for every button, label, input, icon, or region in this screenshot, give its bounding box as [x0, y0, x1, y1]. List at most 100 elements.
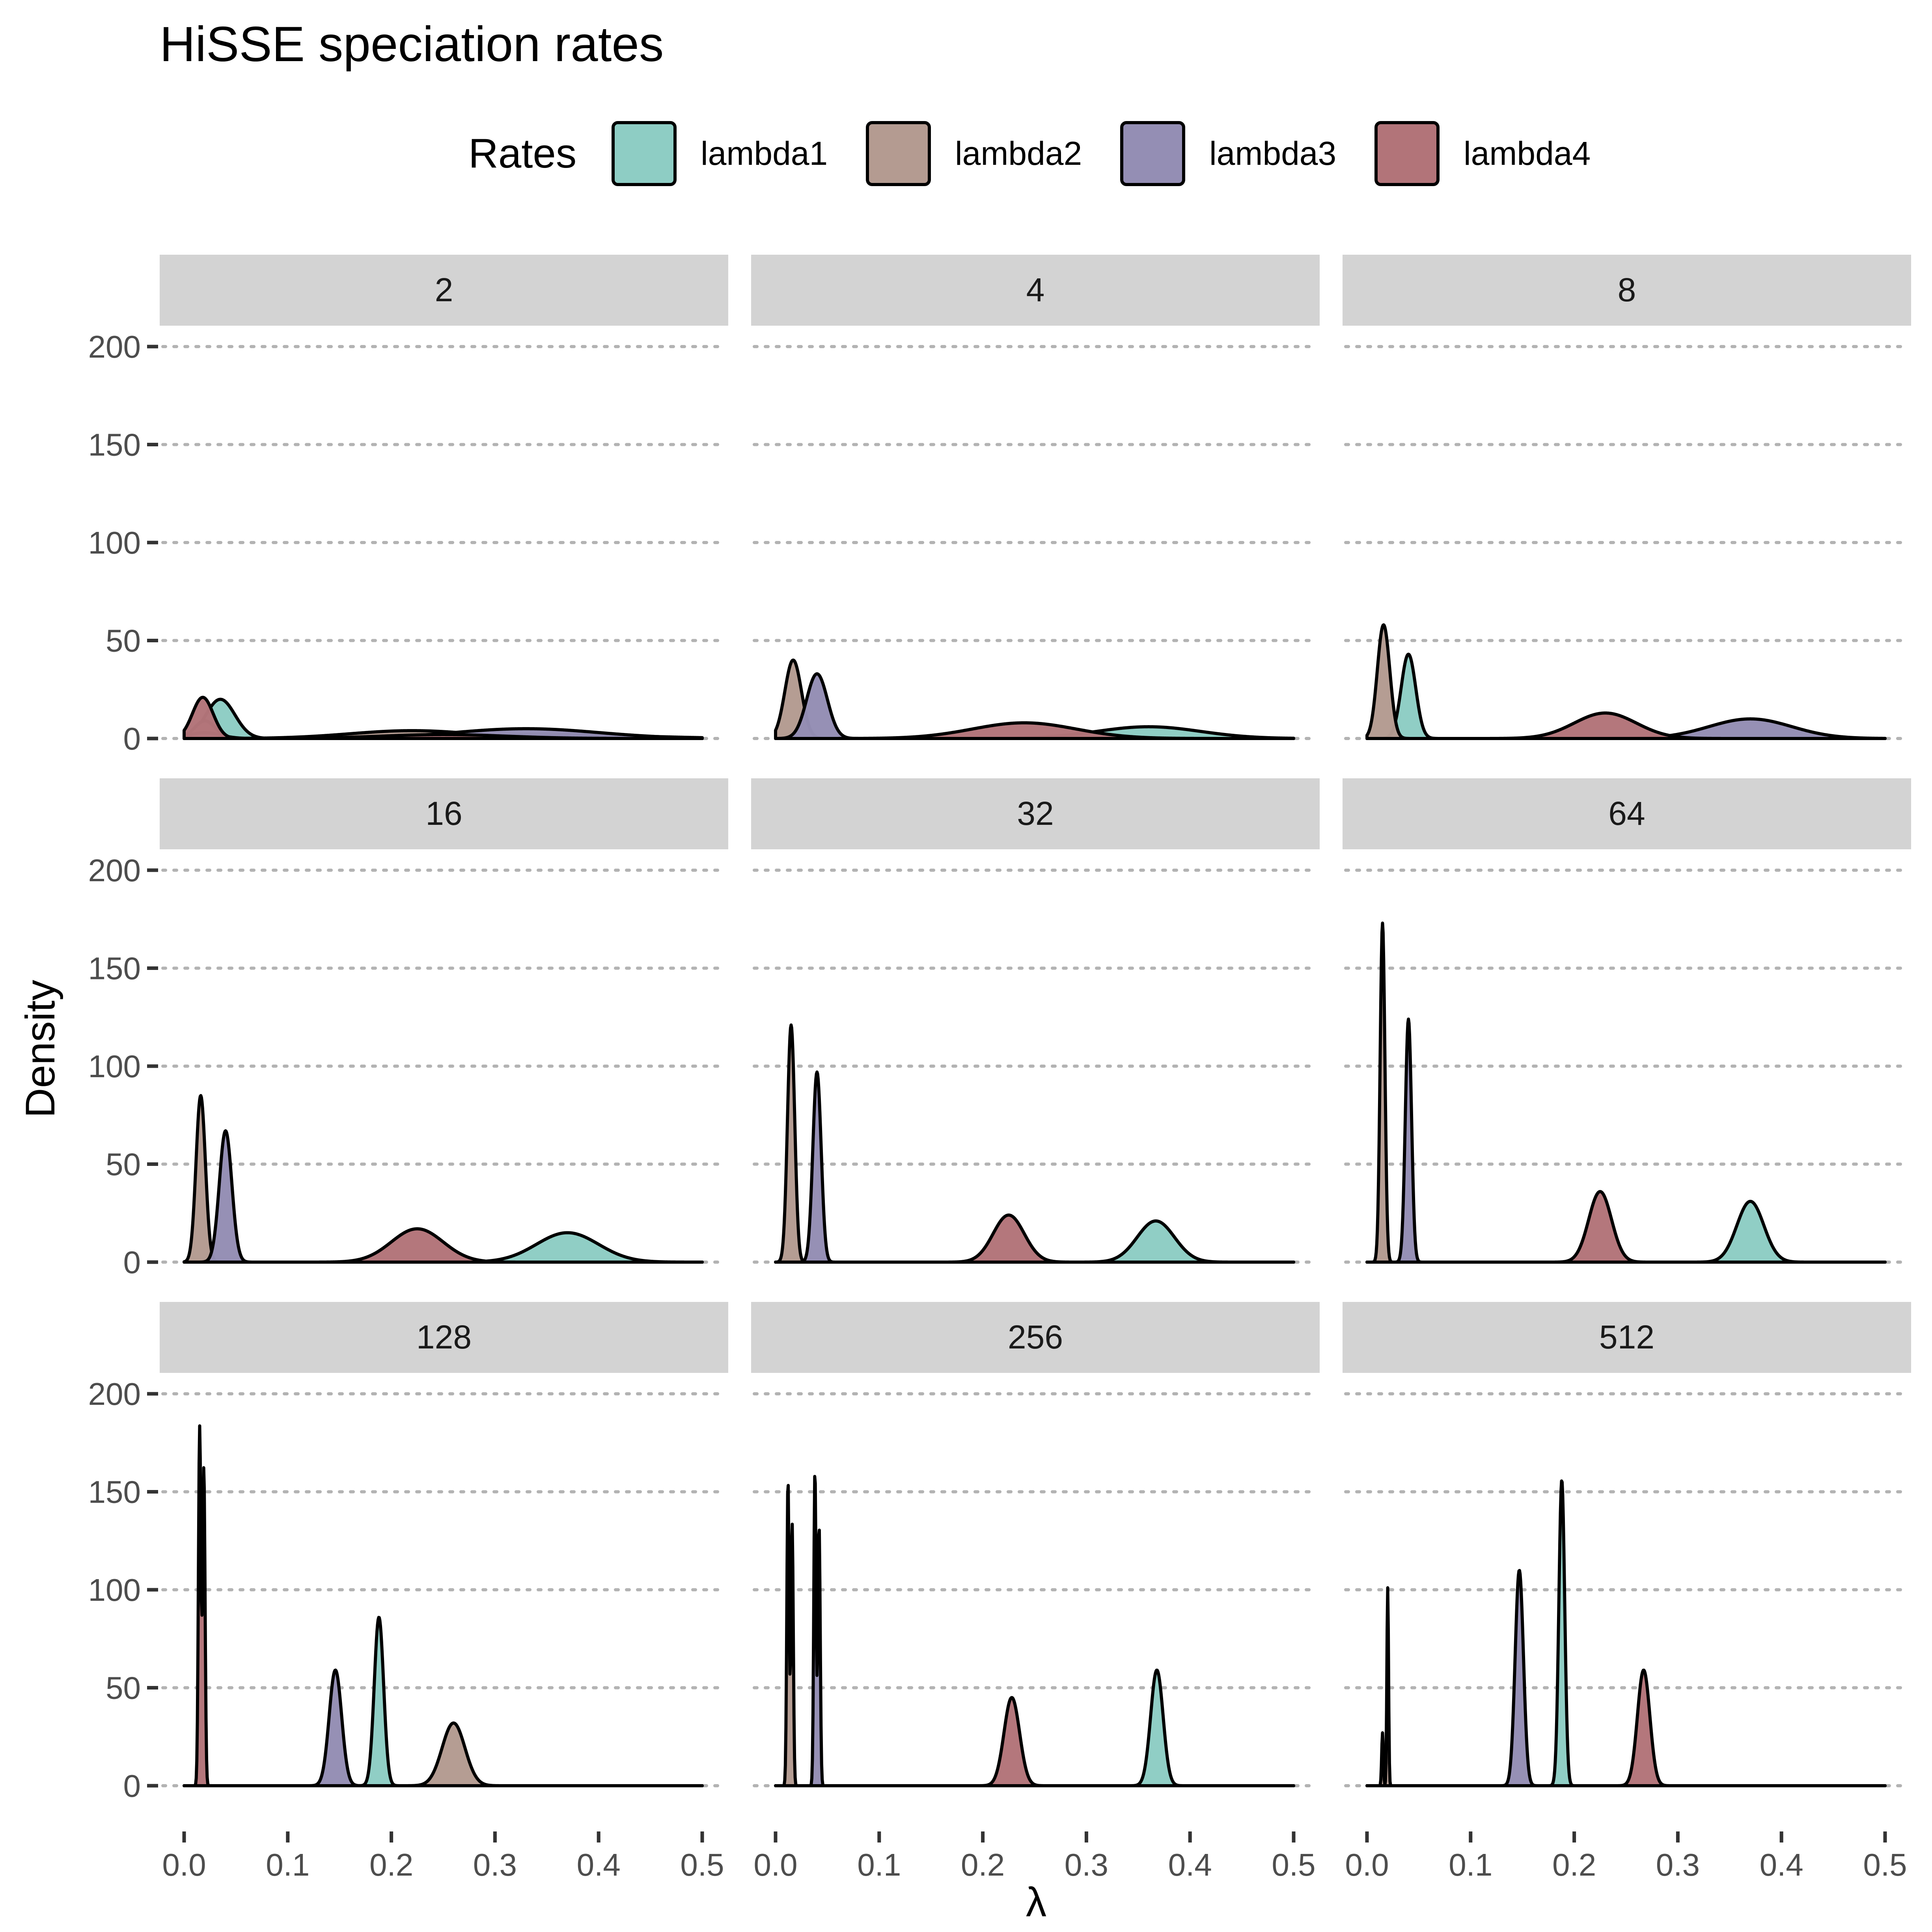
x-tick-label: 0.1	[266, 1847, 310, 1882]
panel-8: 8	[1343, 255, 1911, 740]
density-area-lambda4	[183, 696, 704, 740]
panel-256: 256 0.0 0.1 0.2 0.3 0.4 0.5	[751, 1302, 1320, 1882]
x-tick-label: 0.2	[369, 1847, 413, 1882]
x-tick-label: 0.5	[680, 1847, 724, 1882]
panel-16: 16 0 50 100 150 200	[88, 778, 728, 1280]
legend-label-lambda4: lambda4	[1464, 135, 1591, 172]
panel-128: 128 0 50 100 150 200 0.0 0.1 0.2 0.3 0.4 0.5	[88, 1302, 728, 1882]
x-tick-label: 0.3	[1065, 1847, 1108, 1882]
legend-label-lambda1: lambda1	[701, 135, 828, 172]
x-axis-title: λ	[1026, 1879, 1047, 1925]
y-tick-label: 0	[123, 1768, 141, 1803]
facet-label: 512	[1599, 1318, 1654, 1356]
facet-strip	[1343, 1302, 1911, 1373]
facet-strip	[751, 1302, 1320, 1373]
x-tick-label: 0.4	[1760, 1847, 1803, 1882]
legend-label-lambda3: lambda3	[1209, 135, 1336, 172]
density-area-lambda4	[1365, 711, 1887, 740]
density-area-lambda2	[1365, 921, 1887, 1264]
x-tick-label: 0.0	[162, 1847, 206, 1882]
density-area-lambda4	[183, 1227, 704, 1264]
y-tick-label: 200	[88, 1376, 141, 1412]
density-area-lambda4	[774, 1213, 1295, 1264]
x-tick-label: 0.2	[961, 1847, 1005, 1882]
facet-strip	[160, 778, 728, 849]
x-tick-label: 0.4	[1168, 1847, 1212, 1882]
facet-strip	[160, 1302, 728, 1373]
density-area-lambda3	[774, 1475, 1295, 1787]
y-tick-label: 50	[106, 1671, 141, 1706]
panel-64: 64	[1343, 778, 1911, 1264]
density-area-lambda4	[774, 1696, 1295, 1787]
y-tick-label: 150	[88, 951, 141, 986]
facet-strip	[160, 255, 728, 326]
facet-label: 4	[1026, 271, 1045, 308]
density-area-lambda2	[183, 1094, 704, 1264]
y-tick-label: 50	[106, 623, 141, 658]
panel-4: 4	[751, 255, 1320, 740]
x-tick-label: 0.3	[473, 1847, 517, 1882]
density-area-lambda1	[1365, 1199, 1887, 1264]
facet-strip	[1343, 255, 1911, 326]
y-tick-label: 150	[88, 1475, 141, 1510]
density-area-lambda2	[183, 1721, 704, 1787]
legend-title: Rates	[468, 131, 576, 177]
legend-label-lambda2: lambda2	[955, 135, 1082, 172]
x-tick-label: 0.2	[1552, 1847, 1596, 1882]
legend-entry-lambda4: lambda4	[1374, 121, 1591, 186]
legend-key-lambda1	[612, 121, 677, 186]
facet-label: 256	[1008, 1318, 1063, 1356]
legend: Rates lambda1 lambda2 lambda3 lambda4	[468, 121, 1591, 186]
density-area-lambda2	[1365, 1731, 1887, 1787]
x-tick-label: 0.0	[1345, 1847, 1389, 1882]
y-tick-label: 100	[88, 1049, 141, 1084]
chart-title: HiSSE speciation rates	[160, 17, 664, 72]
y-tick-label: 0	[123, 721, 141, 756]
density-area-lambda2	[774, 1484, 1295, 1787]
facet-label: 32	[1017, 795, 1054, 832]
legend-key-lambda4	[1374, 121, 1440, 186]
y-tick-label: 200	[88, 329, 141, 364]
facet-strip	[751, 255, 1320, 326]
y-tick-label: 100	[88, 525, 141, 560]
legend-entry-lambda3: lambda3	[1120, 121, 1336, 186]
facet-label: 8	[1618, 271, 1636, 308]
facet-label: 128	[416, 1318, 472, 1356]
legend-key-lambda2	[866, 121, 931, 186]
y-tick-label: 0	[123, 1245, 141, 1280]
density-area-lambda4	[1365, 1190, 1887, 1264]
legend-entry-lambda2: lambda2	[866, 121, 1082, 186]
y-tick-label: 200	[88, 853, 141, 888]
legend-entry-lambda1: lambda1	[612, 121, 828, 186]
x-tick-label: 0.1	[1449, 1847, 1492, 1882]
facet-strip	[1343, 778, 1911, 849]
facet-strip	[751, 778, 1320, 849]
x-tick-label: 0.4	[577, 1847, 621, 1882]
density-area-lambda2	[1365, 1586, 1887, 1787]
panel-512: 512 0.0 0.1 0.2 0.3 0.4 0.5	[1343, 1302, 1911, 1882]
density-area-lambda3	[1365, 1569, 1887, 1787]
density-area-lambda4	[774, 721, 1295, 740]
facet-label: 16	[425, 795, 462, 832]
panel-32: 32	[751, 778, 1320, 1264]
facet-label: 64	[1608, 795, 1645, 832]
x-tick-label: 0.1	[857, 1847, 901, 1882]
facet-label: 2	[435, 271, 453, 308]
density-area-lambda1	[1365, 1479, 1887, 1787]
y-axis-title: Density	[17, 979, 63, 1118]
x-tick-label: 0.5	[1863, 1847, 1907, 1882]
legend-key-lambda3	[1120, 121, 1185, 186]
density-area-lambda3	[774, 1070, 1295, 1264]
density-area-lambda3	[1365, 1017, 1887, 1264]
x-tick-label: 0.0	[753, 1847, 797, 1882]
panel-2: 2 0 50 100 150 200	[88, 255, 728, 756]
y-tick-label: 50	[106, 1147, 141, 1182]
density-area-lambda2	[774, 1023, 1295, 1264]
x-tick-label: 0.5	[1272, 1847, 1315, 1882]
x-tick-label: 0.3	[1656, 1847, 1700, 1882]
y-tick-label: 100	[88, 1572, 141, 1608]
y-tick-label: 150	[88, 427, 141, 462]
density-area-lambda4	[183, 1424, 704, 1787]
